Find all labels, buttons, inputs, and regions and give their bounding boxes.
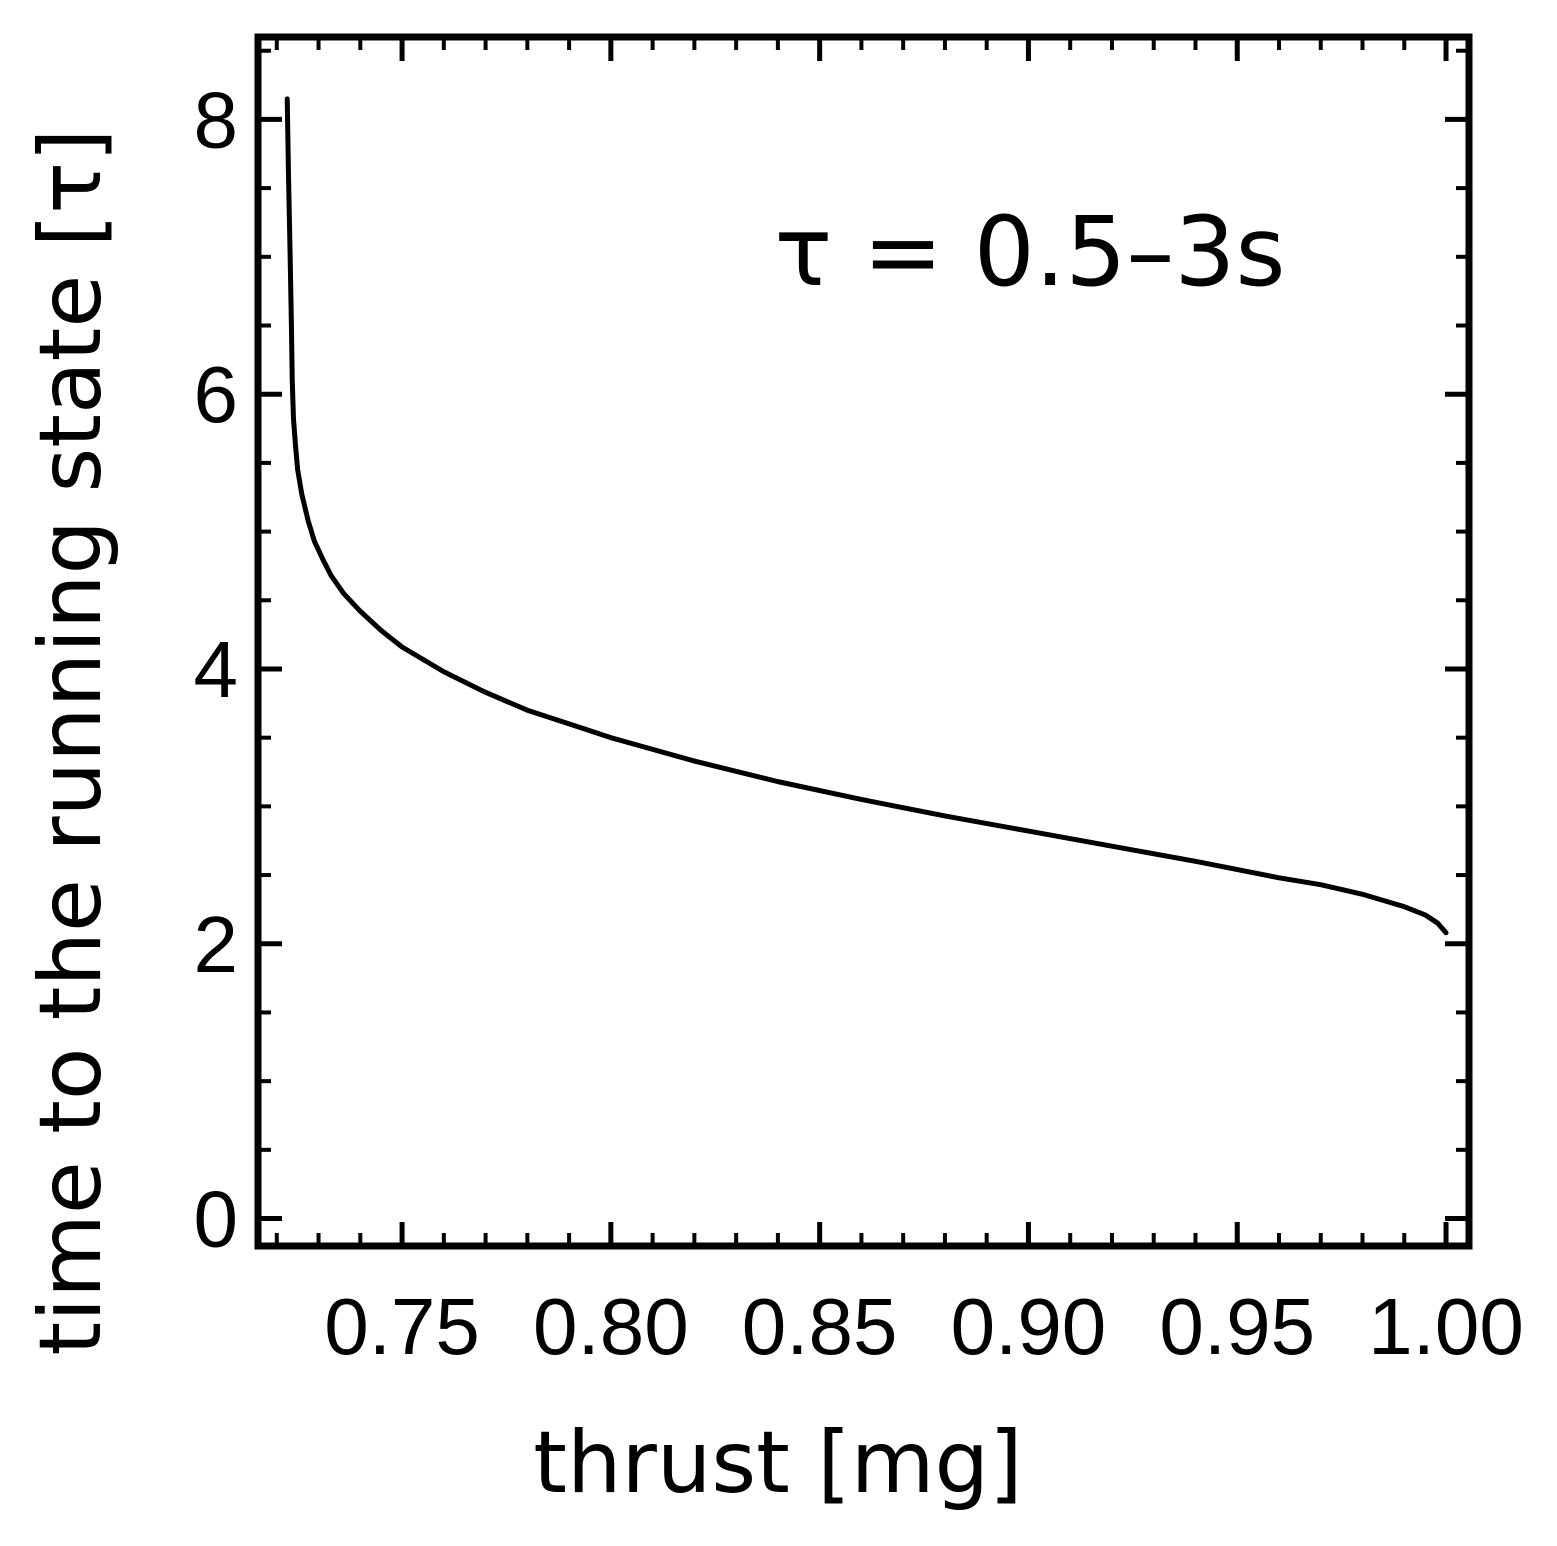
x-axis-title: thrust [mg] xyxy=(533,1413,1022,1513)
x-tick-label: 0.85 xyxy=(742,1282,898,1371)
y-tick-label: 2 xyxy=(194,900,239,989)
y-axis-title: time to the running state [τ] xyxy=(21,128,121,1355)
y-tick-label: 6 xyxy=(194,350,239,439)
y-tick-label: 8 xyxy=(194,75,239,164)
y-tick-label: 0 xyxy=(194,1175,239,1264)
x-tick-label: 0.80 xyxy=(533,1282,689,1371)
plot-frame xyxy=(254,33,1473,1250)
tick-labels-layer: 0.75 0.80 0.85 0.90 0.95 1.00 0 2 4 6 8 xyxy=(194,75,1524,1371)
ticks-layer xyxy=(258,37,1469,1246)
x-tick-label: 1.00 xyxy=(1368,1282,1524,1371)
y-tick-label: 4 xyxy=(194,625,239,714)
x-tick-label: 0.90 xyxy=(951,1282,1107,1371)
x-tick-label: 0.95 xyxy=(1159,1282,1315,1371)
series-line xyxy=(284,96,1449,936)
x-tick-label: 0.75 xyxy=(324,1282,480,1371)
tau-range-annotation: τ = 0.5–3s xyxy=(774,196,1285,308)
